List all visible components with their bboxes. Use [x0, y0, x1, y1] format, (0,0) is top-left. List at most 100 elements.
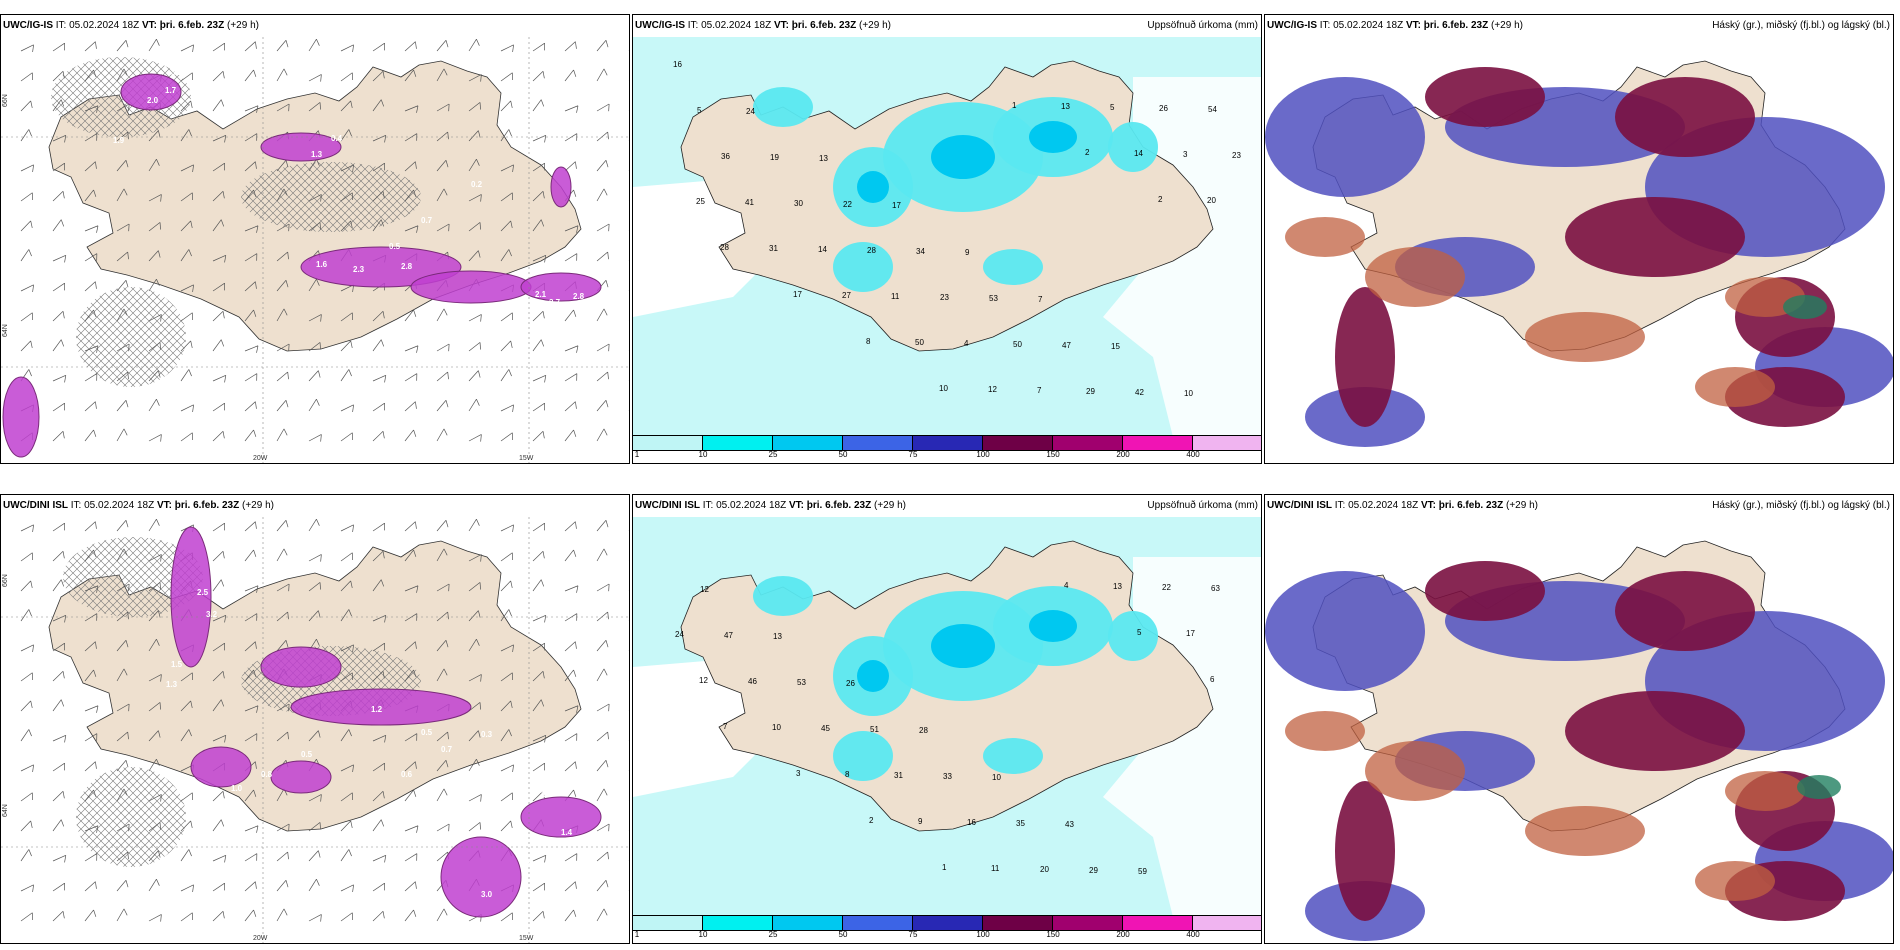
- precip-value: 17: [892, 201, 901, 210]
- wind-barb: [340, 849, 352, 862]
- wind-barb: [340, 580, 353, 592]
- wind-barb: [372, 431, 385, 442]
- wind-barb: [340, 764, 354, 773]
- precip-value: 8: [866, 337, 871, 346]
- precip-value: 63: [1211, 584, 1220, 593]
- wind-barb: [564, 161, 577, 172]
- wind-barb: [436, 548, 448, 562]
- wind-barb: [84, 401, 97, 412]
- wind-barb: [564, 373, 578, 382]
- wind-barb: [116, 103, 130, 112]
- panel-header: UWC/DINI ISL IT: 05.02.2024 18Z VT: þri.…: [633, 495, 1261, 517]
- panel-ice-bottom: UWC/DINI ISL IT: 05.02.2024 18Z VT: þri.…: [0, 494, 630, 944]
- wind-barb: [436, 788, 448, 802]
- wind-barb: [532, 99, 545, 112]
- wind-barb: [84, 881, 97, 892]
- precip-value: 3: [1183, 150, 1188, 159]
- wind-barb: [180, 404, 194, 413]
- colorbar-cell: [1123, 916, 1193, 930]
- wind-barb: [308, 222, 321, 232]
- colorbar-cell: [843, 436, 913, 450]
- wind-barb: [436, 668, 448, 682]
- wind-barb: [404, 309, 417, 322]
- wind-barb: [308, 822, 321, 832]
- wind-barb: [372, 219, 385, 232]
- wind-barb: [148, 758, 160, 772]
- wind-barb: [372, 134, 387, 143]
- wind-barb: [308, 342, 321, 352]
- wind-barb: [628, 130, 629, 142]
- icing-region: [520, 796, 602, 838]
- wind-barb: [340, 672, 353, 682]
- wind-barb: [276, 731, 289, 742]
- wind-barb: [404, 429, 417, 442]
- icing-value: 1.3: [166, 680, 178, 689]
- valid-time: VT: þri. 6.feb. 23Z: [1405, 20, 1489, 31]
- precip-value: 13: [819, 154, 828, 163]
- wind-barb: [20, 340, 33, 352]
- wind-barb: [372, 882, 385, 892]
- colorbar-tick: 25: [768, 450, 778, 459]
- wind-barb: [436, 223, 450, 232]
- wind-barb: [596, 103, 610, 112]
- wind-barb: [180, 820, 193, 832]
- wind-barb: [532, 374, 547, 383]
- wind-barb: [532, 71, 545, 82]
- panel-clouds-top: UWC/IG-IS IT: 05.02.2024 18Z VT: þri. 6.…: [1264, 14, 1894, 464]
- wind-barb: [148, 314, 162, 322]
- wind-barb: [276, 40, 289, 52]
- colorbar-tick: 10: [698, 450, 708, 459]
- wind-barb: [500, 340, 513, 352]
- wind-barb: [148, 878, 160, 892]
- wind-barb: [308, 398, 320, 412]
- wind-barb: [148, 398, 160, 412]
- wind-barb: [532, 42, 545, 52]
- wind-barb: [564, 881, 577, 892]
- wind-barb: [340, 552, 353, 562]
- precip-value: 53: [797, 678, 806, 687]
- precip-value: 54: [1208, 105, 1217, 114]
- precip-value: 5: [697, 106, 702, 115]
- wind-barb: [564, 733, 578, 742]
- wind-barb: [116, 400, 129, 412]
- lead-time: (+29 h): [1506, 500, 1538, 511]
- wind-barb: [628, 638, 629, 652]
- colorbar-tick: 75: [908, 450, 918, 459]
- panel-header: UWC/DINI ISL IT: 05.02.2024 18Z VT: þri.…: [1, 495, 629, 517]
- wind-barb: [468, 102, 481, 112]
- wind-barb: [276, 343, 290, 352]
- panel-title: Háský (gr.), miðský (fj.bl.) og lágský (…: [1712, 500, 1890, 511]
- wind-barb: [500, 729, 512, 742]
- wind-barb: [308, 370, 321, 382]
- icing-value: 1.6: [316, 260, 328, 269]
- wind-barb: [596, 160, 609, 172]
- wind-barb: [148, 674, 162, 682]
- wind-barb: [84, 521, 97, 532]
- wind-barb: [20, 849, 32, 862]
- wind-barb: [84, 189, 97, 202]
- cloud-low: [1525, 312, 1645, 362]
- wind-barb: [372, 71, 385, 82]
- wind-barb: [404, 881, 417, 892]
- wind-barb: [148, 730, 161, 742]
- icing-value: 2.5: [197, 588, 209, 597]
- wind-barb: [532, 911, 545, 922]
- colorbar-tick: 75: [908, 930, 918, 939]
- wind-barb: [500, 220, 513, 232]
- wind-barb: [116, 583, 130, 592]
- wind-barb: [596, 400, 609, 412]
- wind-barb: [180, 164, 194, 173]
- wind-barb: [84, 281, 97, 292]
- wind-barb: [436, 68, 448, 82]
- wind-barb: [372, 854, 387, 863]
- wind-barb: [116, 788, 128, 802]
- wind-barb: [596, 703, 610, 712]
- wind-barb: [628, 758, 629, 772]
- icing-value: 0.4: [331, 134, 343, 143]
- wind-barb: [52, 134, 67, 143]
- wind-barb: [180, 792, 193, 802]
- wind-barb: [52, 402, 65, 412]
- wind-barb: [276, 611, 289, 622]
- panel-header: UWC/IG-IS IT: 05.02.2024 18Z VT: þri. 6.…: [1265, 15, 1893, 37]
- wind-barb: [276, 280, 289, 292]
